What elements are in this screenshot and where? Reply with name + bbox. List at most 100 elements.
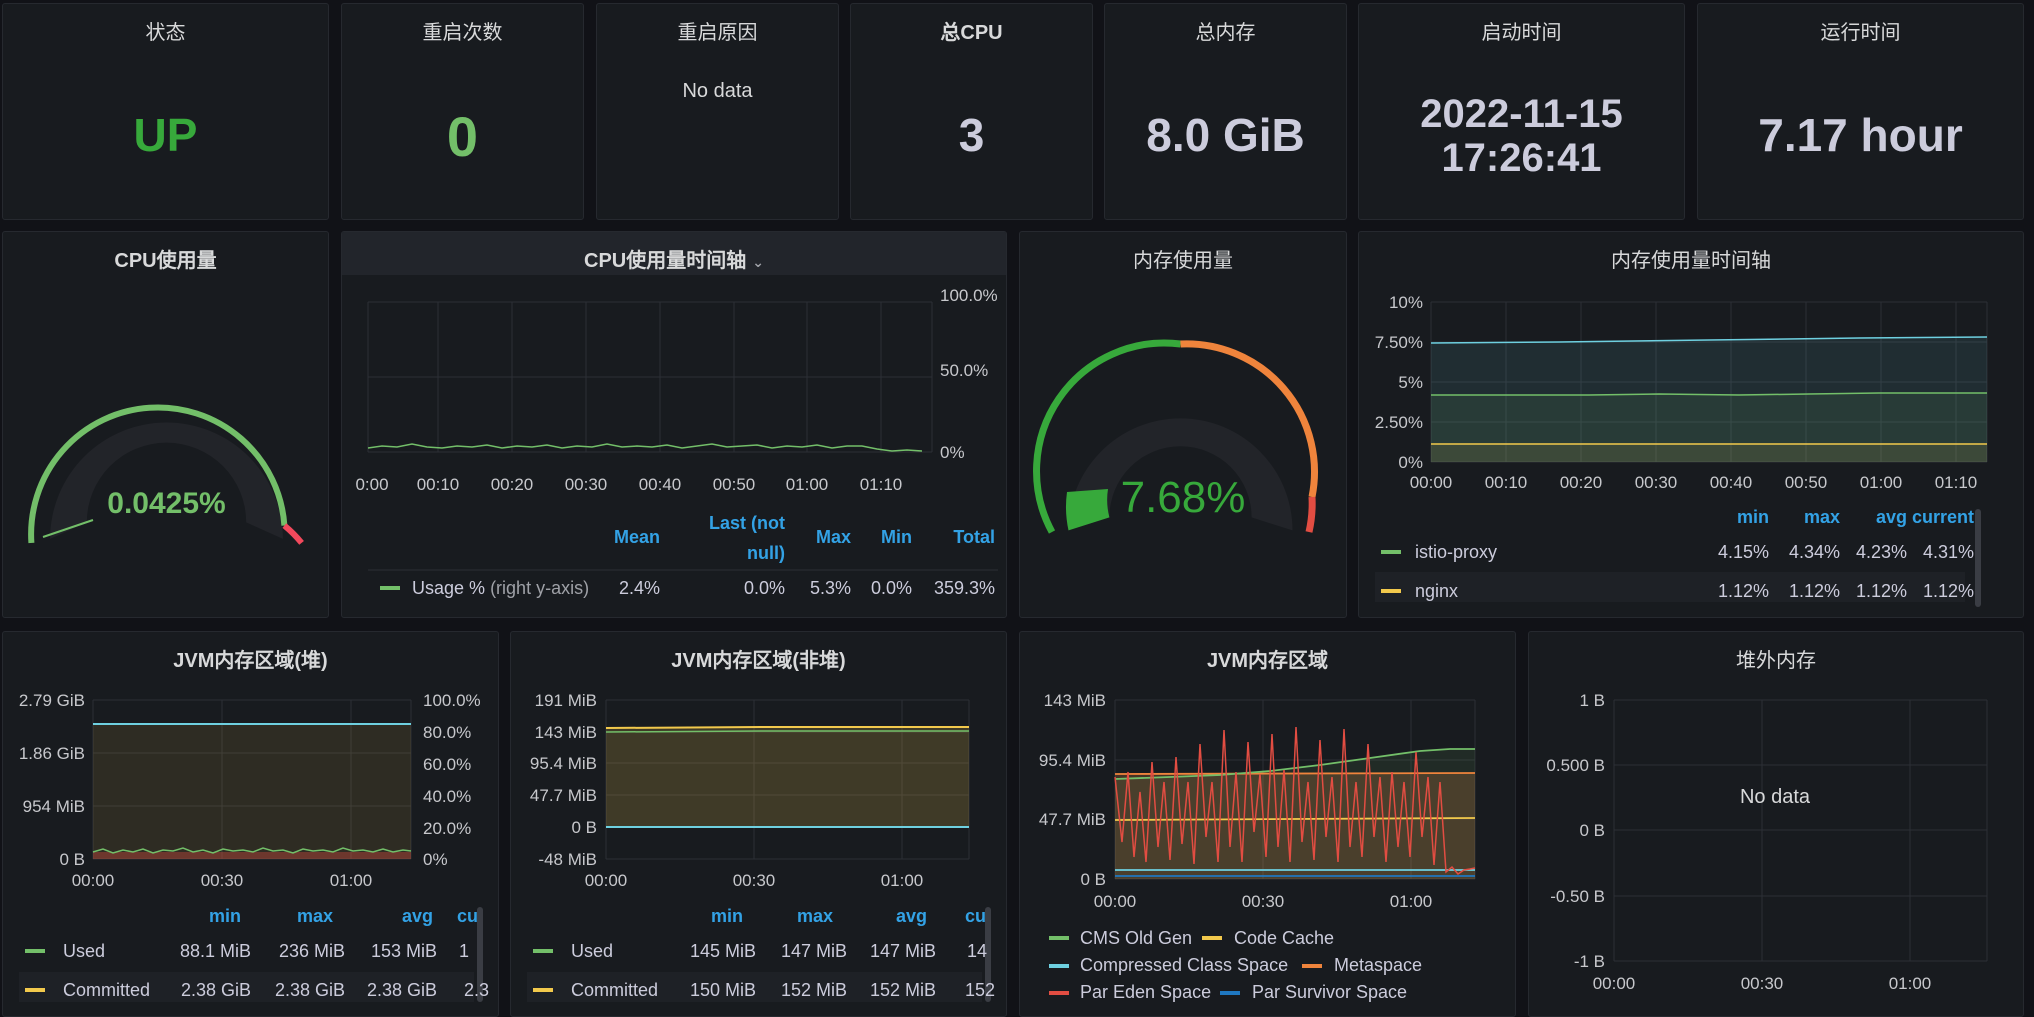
legend-header-avg[interactable]: avg	[896, 906, 927, 926]
legend-value: 1.12%	[1856, 581, 1907, 601]
legend-header-mean[interactable]: Mean	[614, 527, 660, 547]
legend-color	[25, 988, 45, 992]
mem-timeline-panel[interactable]: 内存使用量时间轴 10% 7.50% 5% 2.50% 0% 00:00 00:…	[1358, 231, 2024, 618]
x-tick: 01:00	[786, 475, 829, 494]
y-tick: -48 MiB	[538, 850, 597, 869]
uptime-panel[interactable]: 运行时间 7.17 hour	[1697, 3, 2024, 220]
legend-value: 2.38 GiB	[275, 980, 345, 1000]
mem-gauge-value: 7.68%	[1121, 473, 1246, 522]
y-tick: 954 MiB	[23, 797, 85, 816]
legend-header-total[interactable]: Total	[953, 527, 995, 547]
cpu-gauge-panel[interactable]: CPU使用量 0.0425%	[2, 231, 329, 618]
legend-value: 4.23%	[1856, 542, 1907, 562]
y-tick: 10%	[1389, 293, 1423, 312]
y-tick: 50.0%	[940, 361, 988, 380]
restarts-panel[interactable]: 重启次数 0	[341, 3, 584, 220]
cpu-timeline-panel[interactable]: CPU使用量时间轴 ⌄ 100.0% 50.0% 0% 0:00 00:10 00…	[341, 231, 1007, 618]
legend-value: 236 MiB	[279, 941, 345, 961]
legend-series-name[interactable]: Par Eden Space	[1080, 982, 1211, 1002]
start-date-value: 2022-11-15	[1420, 92, 1623, 136]
y-tick: 47.7 MiB	[530, 786, 597, 805]
x-tick: 00:00	[72, 871, 115, 890]
legend-header-current[interactable]: current	[1912, 507, 1974, 527]
y-tick: 0 B	[571, 818, 597, 837]
legend-value: 1.12%	[1718, 581, 1769, 601]
legend-header-max[interactable]: Max	[816, 527, 851, 547]
legend-header-max[interactable]: max	[1804, 507, 1840, 527]
restart-reason-panel[interactable]: 重启原因 No data	[596, 3, 839, 220]
legend-series-name[interactable]: Compressed Class Space	[1080, 955, 1288, 975]
panel-title: JVM内存区域	[1206, 650, 1329, 672]
legend-series-name[interactable]: Par Survivor Space	[1252, 982, 1407, 1002]
legend-series-name[interactable]: istio-proxy	[1415, 542, 1497, 562]
legend-series-name[interactable]: Code Cache	[1234, 928, 1334, 948]
legend-series-name[interactable]: CMS Old Gen	[1080, 928, 1192, 948]
cpu-gauge: 0.0425%	[28, 404, 304, 545]
legend-color	[1049, 964, 1069, 968]
total-mem-panel[interactable]: 总内存 8.0 GiB	[1104, 3, 1347, 220]
y-tick: 0 B	[1579, 821, 1605, 840]
offheap-panel[interactable]: 堆外内存 1 B 0.500 B 0 B -0.50 B -1 B 00:00 …	[1528, 631, 2024, 1017]
status-panel[interactable]: 状态 UP	[2, 3, 329, 220]
panel-title: 内存使用量时间轴	[1611, 250, 1771, 272]
legend-scrollbar[interactable]	[1975, 509, 1981, 607]
legend-header-avg[interactable]: avg	[402, 906, 433, 926]
legend-series-name[interactable]: nginx	[1415, 581, 1458, 601]
jvm-regions-panel[interactable]: JVM内存区域 143 MiB 95.4 MiB 47.7 MiB 0 B 00…	[1019, 631, 1516, 1017]
panel-title: JVM内存区域(非堆)	[671, 650, 846, 672]
legend-scrollbar[interactable]	[477, 907, 483, 1002]
legend-header-avg[interactable]: avg	[1876, 507, 1907, 527]
legend-series-name[interactable]: Committed	[571, 980, 658, 1000]
y-tick: 143 MiB	[535, 723, 597, 742]
legend-value: 0.0%	[744, 578, 785, 598]
legend-value: 145 MiB	[690, 941, 756, 961]
legend-series-name[interactable]: Committed	[63, 980, 150, 1000]
y-tick-right: 40.0%	[423, 787, 471, 806]
legend-color	[1049, 936, 1069, 940]
legend-scrollbar[interactable]	[985, 907, 991, 1002]
legend-value: 88.1 MiB	[180, 941, 251, 961]
legend-header-last[interactable]: Last (not	[709, 513, 785, 533]
legend-series-name[interactable]: Usage % (right y-axis)	[412, 578, 589, 598]
legend-series-name[interactable]: Metaspace	[1334, 955, 1422, 975]
x-tick: 00:30	[201, 871, 244, 890]
panel-title: 状态	[145, 22, 186, 44]
legend-series-name[interactable]: Used	[63, 941, 105, 961]
jvm-nonheap-panel[interactable]: JVM内存区域(非堆) 191 MiB 143 MiB 95.4 MiB 47.…	[510, 631, 1007, 1017]
y-tick: 0%	[940, 443, 965, 462]
legend-header-current[interactable]: cu	[965, 906, 986, 926]
panel-title: CPU使用量	[114, 250, 217, 272]
y-tick: 47.7 MiB	[1039, 810, 1106, 829]
y-tick: 95.4 MiB	[530, 754, 597, 773]
mem-gauge-panel[interactable]: 内存使用量 7.68%	[1019, 231, 1347, 618]
legend-header-max[interactable]: max	[297, 906, 333, 926]
legend-header-min[interactable]: min	[1737, 507, 1769, 527]
total-cpu-panel[interactable]: 总CPU 3	[850, 3, 1093, 220]
no-data-text: No data	[682, 80, 753, 102]
start-time-panel[interactable]: 启动时间 2022-11-15 17:26:41	[1358, 3, 1685, 220]
legend-header-min[interactable]: min	[711, 906, 743, 926]
legend-header-max[interactable]: max	[797, 906, 833, 926]
x-tick: 01:00	[1390, 892, 1433, 911]
y-tick: 0%	[1398, 453, 1423, 472]
legend-value: 4.34%	[1789, 542, 1840, 562]
panel-title[interactable]: CPU使用量时间轴 ⌄	[584, 250, 764, 272]
offheap-chart: 1 B 0.500 B 0 B -0.50 B -1 B 00:00 00:30…	[1546, 691, 1988, 993]
x-tick: 00:40	[639, 475, 682, 494]
legend-header-min[interactable]: Min	[881, 527, 912, 547]
legend-value: 5.3%	[810, 578, 851, 598]
legend-series-name[interactable]: Used	[571, 941, 613, 961]
legend-header-min[interactable]: min	[209, 906, 241, 926]
legend-value: 2.4%	[619, 578, 660, 598]
legend-color	[1220, 991, 1240, 995]
legend-header-current[interactable]: cu	[457, 906, 478, 926]
panel-title: 内存使用量	[1133, 250, 1233, 272]
legend-value: 152	[965, 980, 995, 1000]
y-tick: 7.50%	[1375, 333, 1423, 352]
legend-value: 150 MiB	[690, 980, 756, 1000]
panel-title: 总内存	[1195, 22, 1256, 44]
total-cpu-value: 3	[958, 109, 985, 161]
jvm-heap-panel[interactable]: JVM内存区域(堆) 2.79 GiB 1.86 GiB 954 MiB 0 B…	[2, 631, 499, 1017]
legend-value: 2.3	[464, 980, 489, 1000]
y-tick: -0.50 B	[1550, 887, 1605, 906]
